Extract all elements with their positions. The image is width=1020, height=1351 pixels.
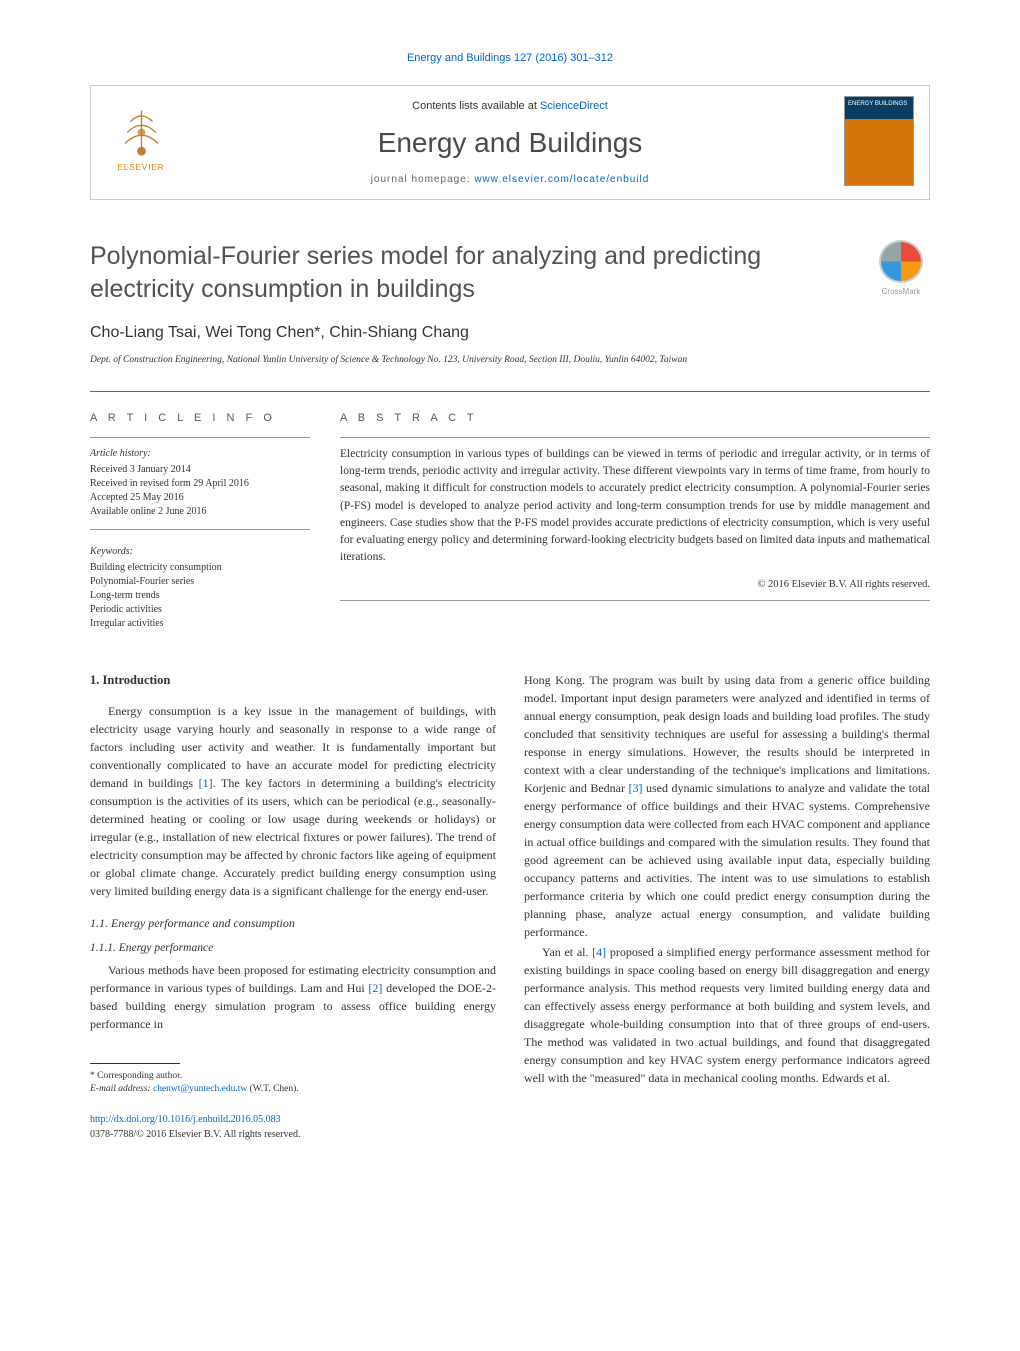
history-item: Received 3 January 2014 xyxy=(90,463,310,477)
body-columns: 1. Introduction Energy consumption is a … xyxy=(90,671,930,1143)
crossmark-icon xyxy=(879,240,923,283)
homepage-url[interactable]: www.elsevier.com/locate/enbuild xyxy=(474,174,649,185)
history-label: Article history: xyxy=(90,446,310,461)
doi-line: http://dx.doi.org/10.1016/j.enbuild.2016… xyxy=(90,1112,496,1127)
left-column: 1. Introduction Energy consumption is a … xyxy=(90,671,496,1143)
cover-text: ENERGY BUILDINGS xyxy=(845,97,913,112)
affiliation: Dept. of Construction Engineering, Natio… xyxy=(90,353,930,367)
journal-name: Energy and Buildings xyxy=(211,122,809,164)
authors: Cho-Liang Tsai, Wei Tong Chen*, Chin-Shi… xyxy=(90,321,930,345)
elsevier-label: ELSEVIER xyxy=(117,162,164,174)
body-paragraph: Various methods have been proposed for e… xyxy=(90,961,496,1033)
history-item: Available online 2 June 2016 xyxy=(90,505,310,519)
abstract-label: A B S T R A C T xyxy=(340,410,930,427)
doi-link[interactable]: http://dx.doi.org/10.1016/j.enbuild.2016… xyxy=(90,1114,281,1125)
article-title: Polynomial-Fourier series model for anal… xyxy=(90,240,852,305)
contents-available: Contents lists available at ScienceDirec… xyxy=(211,98,809,115)
keywords-label: Keywords: xyxy=(90,544,310,559)
abstract-text: Electricity consumption in various types… xyxy=(340,446,930,567)
article-info-column: A R T I C L E I N F O Article history: R… xyxy=(90,410,310,631)
journal-header: ELSEVIER ENERGY BUILDINGS Contents lists… xyxy=(90,85,930,201)
article-info-label: A R T I C L E I N F O xyxy=(90,410,310,427)
body-paragraph: Yan et al. [4] proposed a simplified ene… xyxy=(524,943,930,1087)
email-suffix: (W.T. Chen). xyxy=(247,1084,298,1094)
email-label: E-mail address: xyxy=(90,1084,153,1094)
ref-link[interactable]: [1] xyxy=(199,776,213,790)
subsubsection-heading: 1.1.1. Energy performance xyxy=(90,940,496,957)
history-item: Received in revised form 29 April 2016 xyxy=(90,477,310,491)
body-paragraph: Energy consumption is a key issue in the… xyxy=(90,702,496,900)
sciencedirect-link[interactable]: ScienceDirect xyxy=(540,100,608,112)
history-item: Accepted 25 May 2016 xyxy=(90,491,310,505)
right-column: Hong Kong. The program was built by usin… xyxy=(524,671,930,1143)
section-heading: 1. Introduction xyxy=(90,671,496,690)
keyword: Polynomial-Fourier series xyxy=(90,575,310,589)
homepage-line: journal homepage: www.elsevier.com/locat… xyxy=(211,172,809,187)
email-line: E-mail address: chenwt@yuntech.edu.tw (W… xyxy=(90,1083,496,1096)
elsevier-tree-icon xyxy=(114,105,169,160)
ref-link[interactable]: [3] xyxy=(629,781,643,795)
homepage-prefix: journal homepage: xyxy=(371,174,475,185)
keyword: Periodic activities xyxy=(90,603,310,617)
keyword: Irregular activities xyxy=(90,617,310,631)
corresponding-author: * Corresponding author. xyxy=(90,1070,496,1083)
abstract-copyright: © 2016 Elsevier B.V. All rights reserved… xyxy=(340,577,930,593)
citation-header: Energy and Buildings 127 (2016) 301–312 xyxy=(90,50,930,67)
divider xyxy=(90,391,930,392)
email-link[interactable]: chenwt@yuntech.edu.tw xyxy=(153,1084,247,1094)
body-paragraph: Hong Kong. The program was built by usin… xyxy=(524,671,930,941)
footnote-divider xyxy=(90,1063,180,1064)
elsevier-logo: ELSEVIER xyxy=(106,101,176,179)
copyright-line: 0378-7788/© 2016 Elsevier B.V. All right… xyxy=(90,1127,496,1142)
ref-link[interactable]: [2] xyxy=(368,981,382,995)
subsection-heading: 1.1. Energy performance and consumption xyxy=(90,914,496,932)
keyword: Building electricity consumption xyxy=(90,561,310,575)
contents-prefix: Contents lists available at xyxy=(412,100,540,112)
abstract-column: A B S T R A C T Electricity consumption … xyxy=(340,410,930,631)
journal-cover-thumbnail: ENERGY BUILDINGS xyxy=(844,96,914,186)
ref-link[interactable]: [4] xyxy=(592,945,606,959)
crossmark-badge[interactable]: CrossMark xyxy=(872,240,930,298)
keyword: Long-term trends xyxy=(90,589,310,603)
crossmark-label: CrossMark xyxy=(882,286,921,298)
